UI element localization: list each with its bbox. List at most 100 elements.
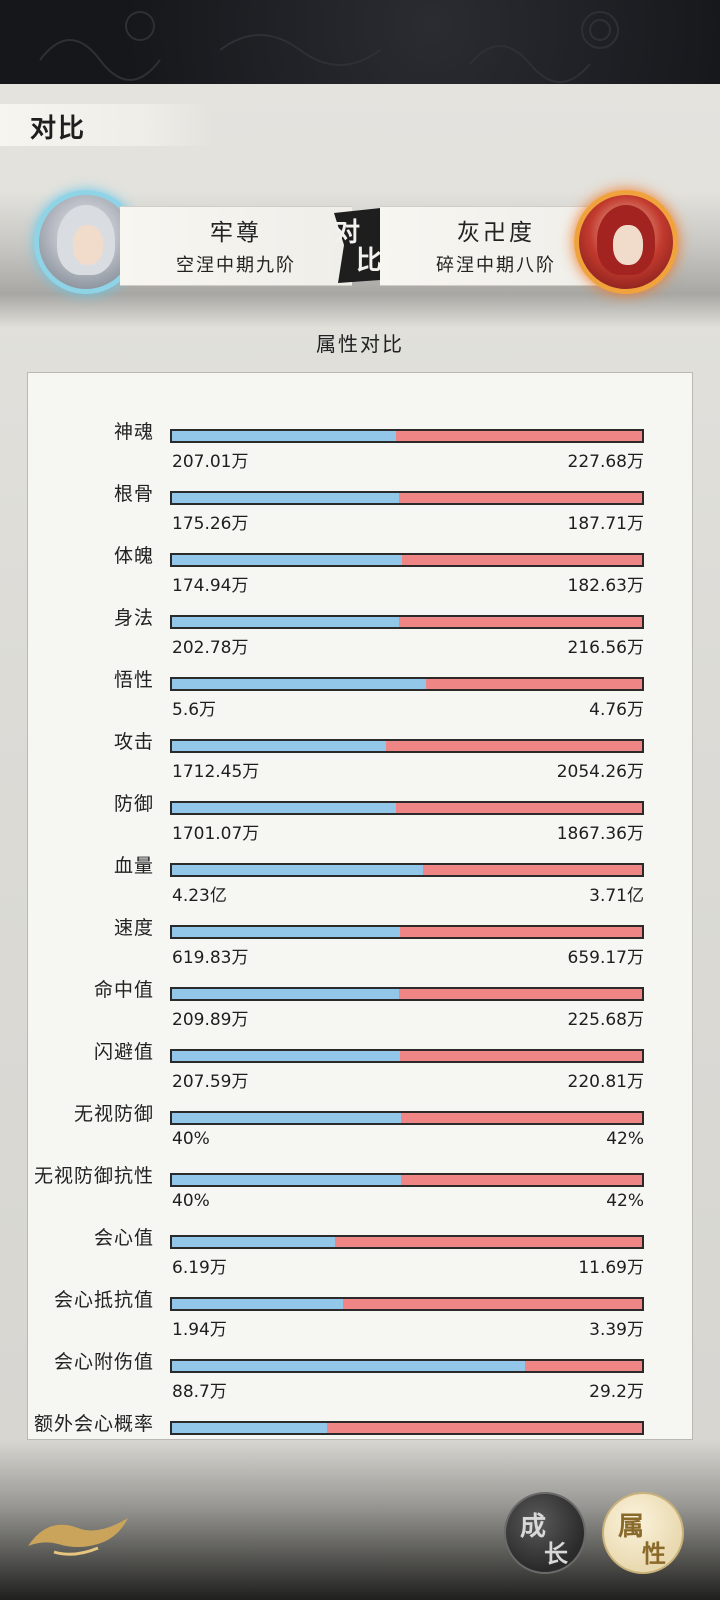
- stat-label: 神魂: [113, 421, 154, 443]
- stat-right-value: 227.68万: [567, 452, 644, 472]
- stat-left-value: 40%: [172, 1129, 210, 1149]
- growth-char-1: 成: [520, 1512, 547, 1542]
- stat-label: 无视防御: [73, 1103, 154, 1125]
- stat-bar-left-fill: [172, 803, 397, 813]
- stat-bar-left-fill: [172, 1051, 400, 1061]
- stat-comparison-bar: [170, 553, 644, 567]
- stat-right-value: 11.69万: [578, 1258, 644, 1278]
- stat-row: 无视防御抗性 40% 42%: [28, 1161, 692, 1223]
- section-title: 属性对比: [316, 332, 404, 356]
- stat-bar-left-fill: [172, 1299, 344, 1309]
- stat-row: 攻击 1712.45万 2054.26万: [28, 727, 692, 789]
- stat-right-value: 1867.36万: [556, 824, 644, 844]
- stats-comparison-panel[interactable]: 神魂 207.01万 227.68万根骨 175.26万 187.71万体魄 174.94…: [27, 372, 693, 1440]
- growth-char-2: 长: [544, 1540, 568, 1568]
- stat-right-value: 42%: [606, 1191, 644, 1211]
- stat-comparison-bar: [170, 677, 644, 691]
- stat-left-value: 1712.45万: [172, 762, 260, 782]
- stat-row: 额外会心概率: [28, 1409, 692, 1439]
- stat-row: 命中值 209.89万 225.68万: [28, 975, 692, 1037]
- growth-tab-button[interactable]: 成 长: [504, 1492, 586, 1574]
- stat-bar-left-fill: [172, 1237, 335, 1247]
- stat-right-value: 187.71万: [567, 514, 644, 534]
- stat-bar-left-fill: [172, 1113, 402, 1123]
- stat-left-value: 619.83万: [172, 948, 249, 968]
- stat-row: 身法 202.78万 216.56万: [28, 603, 692, 665]
- stat-comparison-bar: [170, 801, 644, 815]
- stat-right-value: 225.68万: [567, 1010, 644, 1030]
- stat-comparison-bar: [170, 739, 644, 753]
- stat-bar-left-fill: [172, 927, 400, 937]
- stat-label: 攻击: [113, 731, 154, 753]
- right-player-avatar[interactable]: [574, 190, 678, 294]
- stat-comparison-bar: [170, 1235, 644, 1249]
- stat-comparison-bar: [170, 1173, 644, 1187]
- vs-badge-char-2: 比: [356, 246, 383, 276]
- stat-right-value: 42%: [606, 1129, 644, 1149]
- right-player-realm: 碎涅中期八阶: [436, 255, 556, 276]
- attribute-tab-button[interactable]: 属 性: [602, 1492, 684, 1574]
- stat-comparison-bar: [170, 1049, 644, 1063]
- stat-right-value: 2054.26万: [556, 762, 644, 782]
- stat-left-value: 174.94万: [172, 576, 249, 596]
- stat-row: 会心附伤值 88.7万 29.2万: [28, 1347, 692, 1409]
- stat-left-value: 209.89万: [172, 1010, 249, 1030]
- stat-left-value: 5.6万: [172, 700, 217, 720]
- stat-comparison-bar: [170, 615, 644, 629]
- stat-bar-left-fill: [172, 865, 423, 875]
- stat-comparison-bar: [170, 925, 644, 939]
- stat-right-value: 3.39万: [589, 1320, 644, 1340]
- stat-right-value: 4.76万: [589, 700, 644, 720]
- stat-row: 无视防御 40% 42%: [28, 1099, 692, 1161]
- stat-row: 速度 619.83万 659.17万: [28, 913, 692, 975]
- stat-row: 悟性 5.6万 4.76万: [28, 665, 692, 727]
- stat-bar-left-fill: [172, 679, 427, 689]
- stat-bar-left-fill: [172, 1423, 328, 1433]
- stat-comparison-bar: [170, 1111, 644, 1125]
- stat-right-value: 220.81万: [567, 1072, 644, 1092]
- attr-char-1: 属: [618, 1512, 645, 1542]
- stat-label: 命中值: [93, 979, 154, 1001]
- stat-comparison-bar: [170, 1421, 644, 1435]
- vs-ink-badge-icon: [334, 207, 394, 283]
- cloud-swirl-pattern: [39, 11, 619, 83]
- stat-label: 体魄: [113, 545, 154, 567]
- stat-left-value: 4.23亿: [172, 886, 227, 906]
- stat-right-value: 659.17万: [567, 948, 644, 968]
- stat-row: 根骨 175.26万 187.71万: [28, 479, 692, 541]
- stat-left-value: 207.59万: [172, 1072, 249, 1092]
- stat-row: 神魂 207.01万 227.68万: [28, 417, 692, 479]
- stat-comparison-bar: [170, 429, 644, 443]
- stat-bar-left-fill: [172, 617, 400, 627]
- stat-right-value: 216.56万: [567, 638, 644, 658]
- stat-comparison-bar: [170, 1359, 644, 1373]
- stat-bar-left-fill: [172, 741, 386, 751]
- stat-label: 防御: [113, 793, 154, 815]
- stat-label: 无视防御抗性: [33, 1165, 154, 1187]
- bottom-ink-wash: [0, 1440, 720, 1600]
- left-player-name: 牢尊: [210, 220, 262, 246]
- stat-left-value: 1.94万: [172, 1320, 227, 1340]
- stat-label: 会心值: [93, 1227, 154, 1249]
- stat-label: 闪避值: [93, 1041, 154, 1063]
- stat-label: 根骨: [113, 483, 154, 505]
- stat-comparison-bar: [170, 491, 644, 505]
- stat-label: 会心抵抗值: [53, 1289, 154, 1311]
- stat-comparison-bar: [170, 987, 644, 1001]
- attr-char-2: 性: [642, 1540, 666, 1568]
- stat-row: 体魄 174.94万 182.63万: [28, 541, 692, 603]
- stat-bar-left-fill: [172, 555, 402, 565]
- stat-right-value: 3.71亿: [589, 886, 644, 906]
- avatar-face: [73, 225, 103, 265]
- stat-bar-left-fill: [172, 1175, 402, 1185]
- right-player-name: 灰卍度: [457, 220, 535, 246]
- stat-left-value: 175.26万: [172, 514, 249, 534]
- stat-row: 血量 4.23亿 3.71亿: [28, 851, 692, 913]
- vs-badge-char-1: 对: [334, 218, 361, 248]
- stat-label: 身法: [113, 607, 154, 629]
- stat-bar-left-fill: [172, 431, 396, 441]
- stat-right-value: 29.2万: [589, 1382, 644, 1402]
- golden-dragon-icon: [28, 1518, 128, 1556]
- stat-label: 会心附伤值: [53, 1351, 154, 1373]
- stat-left-value: 202.78万: [172, 638, 249, 658]
